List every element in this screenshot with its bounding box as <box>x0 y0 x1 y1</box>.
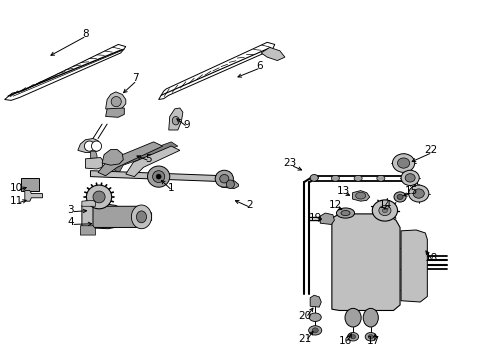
Text: 12: 12 <box>328 201 341 210</box>
Ellipse shape <box>393 192 405 202</box>
Ellipse shape <box>405 174 414 182</box>
Polygon shape <box>261 48 285 60</box>
Polygon shape <box>309 295 321 307</box>
Ellipse shape <box>336 208 354 218</box>
Text: 18: 18 <box>424 253 437 264</box>
Ellipse shape <box>363 309 378 327</box>
Ellipse shape <box>400 170 418 185</box>
Text: 14: 14 <box>379 201 392 210</box>
Text: 1: 1 <box>167 184 174 193</box>
Ellipse shape <box>86 185 111 209</box>
Ellipse shape <box>396 194 402 199</box>
Text: 3: 3 <box>67 204 73 215</box>
Polygon shape <box>90 171 224 182</box>
Polygon shape <box>105 108 124 117</box>
Ellipse shape <box>226 180 234 189</box>
Text: 5: 5 <box>145 154 152 164</box>
Ellipse shape <box>309 175 318 181</box>
Polygon shape <box>93 206 151 228</box>
Text: 8: 8 <box>82 29 88 39</box>
Text: 7: 7 <box>132 73 139 83</box>
Text: 20: 20 <box>298 311 311 320</box>
Polygon shape <box>400 230 427 302</box>
Ellipse shape <box>340 211 349 216</box>
Polygon shape <box>105 92 125 110</box>
Ellipse shape <box>93 191 105 203</box>
Polygon shape <box>320 213 334 225</box>
Ellipse shape <box>382 208 386 213</box>
Ellipse shape <box>331 175 339 181</box>
Ellipse shape <box>412 189 424 198</box>
Ellipse shape <box>371 200 397 221</box>
Polygon shape <box>98 142 163 176</box>
Text: 15: 15 <box>404 186 417 195</box>
Text: 19: 19 <box>308 213 321 223</box>
Text: 22: 22 <box>424 145 437 156</box>
Text: 16: 16 <box>338 336 351 346</box>
Ellipse shape <box>219 175 228 183</box>
Ellipse shape <box>215 170 233 187</box>
Polygon shape <box>80 226 95 235</box>
Polygon shape <box>102 149 123 165</box>
Ellipse shape <box>152 171 164 183</box>
Ellipse shape <box>156 174 161 179</box>
Polygon shape <box>90 151 97 159</box>
Ellipse shape <box>84 141 94 151</box>
Text: 2: 2 <box>246 201 252 210</box>
Ellipse shape <box>355 192 365 199</box>
Polygon shape <box>78 139 101 153</box>
Ellipse shape <box>172 116 179 125</box>
Text: 9: 9 <box>183 120 189 130</box>
Polygon shape <box>81 203 127 229</box>
Text: 13: 13 <box>336 186 349 195</box>
Ellipse shape <box>345 309 361 327</box>
Ellipse shape <box>392 154 414 172</box>
Ellipse shape <box>376 175 384 181</box>
Polygon shape <box>25 190 42 201</box>
Ellipse shape <box>350 334 355 339</box>
Text: 4: 4 <box>67 217 73 228</box>
Ellipse shape <box>308 313 321 321</box>
Ellipse shape <box>308 326 321 335</box>
Polygon shape <box>331 214 399 310</box>
Ellipse shape <box>311 328 318 333</box>
Bar <box>21 178 39 190</box>
Ellipse shape <box>111 96 121 107</box>
Ellipse shape <box>378 206 390 216</box>
Ellipse shape <box>353 175 362 181</box>
Ellipse shape <box>408 185 428 202</box>
Polygon shape <box>85 158 103 169</box>
Ellipse shape <box>136 211 146 223</box>
Polygon shape <box>81 200 95 206</box>
Polygon shape <box>352 190 369 201</box>
Text: 6: 6 <box>256 60 263 71</box>
Text: 21: 21 <box>298 334 311 344</box>
Ellipse shape <box>131 205 151 229</box>
Text: 10: 10 <box>10 184 23 193</box>
Polygon shape <box>168 108 183 130</box>
Polygon shape <box>222 181 238 189</box>
Ellipse shape <box>347 333 358 341</box>
Ellipse shape <box>91 141 102 151</box>
Polygon shape <box>158 42 274 99</box>
Polygon shape <box>125 146 180 177</box>
Ellipse shape <box>147 166 169 187</box>
Polygon shape <box>4 44 125 100</box>
Text: 17: 17 <box>366 336 379 346</box>
Ellipse shape <box>367 334 372 339</box>
Text: 11: 11 <box>10 196 23 206</box>
Polygon shape <box>113 142 178 172</box>
Text: 23: 23 <box>283 158 296 168</box>
Ellipse shape <box>397 158 409 168</box>
Ellipse shape <box>365 333 376 341</box>
